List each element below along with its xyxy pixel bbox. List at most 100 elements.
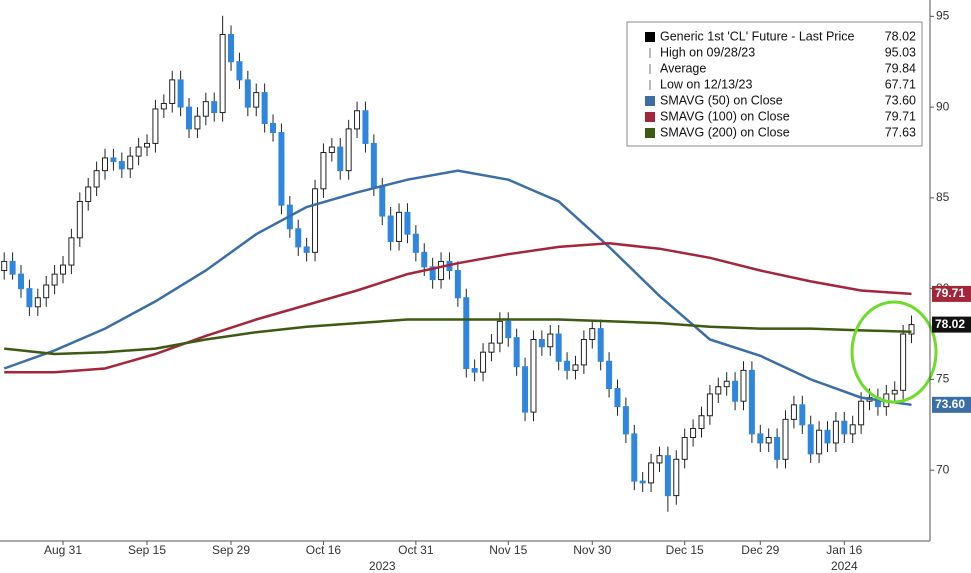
candle-body [690, 427, 697, 439]
x-tick-label: Oct 16 [306, 543, 342, 557]
legend-label: Low on 12/13/23 [660, 77, 752, 91]
y-tick-label: 70 [936, 462, 950, 476]
candle-body [471, 368, 478, 373]
x-tick-label: Nov 30 [573, 543, 611, 557]
candle-body [387, 215, 394, 242]
value-tag-bg [932, 316, 971, 333]
candle-body [43, 284, 50, 299]
candle-body [144, 142, 151, 148]
candle-body [261, 92, 268, 124]
candle-body [370, 142, 377, 188]
candle-body [194, 115, 201, 130]
candle-body [606, 360, 613, 390]
candle-body [664, 455, 671, 497]
x-tick-label: Oct 31 [398, 543, 434, 557]
candle-body [76, 201, 83, 239]
sma-line [4, 242, 912, 374]
candle-body [1, 260, 8, 272]
candle-body [748, 369, 755, 435]
candle-body [564, 360, 571, 371]
candle-body [580, 338, 587, 366]
candle-body [858, 400, 865, 426]
candle-body [295, 228, 302, 248]
candle-body [572, 364, 579, 371]
candle-body [648, 462, 655, 484]
candle-body [715, 386, 722, 395]
candle-body [706, 393, 713, 417]
candle-body [177, 79, 184, 108]
candle-body [26, 288, 33, 308]
candle-body [202, 101, 209, 117]
candle-body [530, 338, 537, 413]
x-tick-label: Nov 15 [489, 543, 527, 557]
candle-body [698, 415, 705, 429]
legend-value: 95.03 [885, 45, 916, 59]
candle-body [320, 151, 327, 190]
candle-body [824, 429, 831, 444]
legend-label: SMAVG (50) on Close [660, 93, 783, 107]
candle-body [538, 338, 545, 348]
value-tag: 79.71 [935, 286, 965, 300]
candle-body [244, 79, 251, 108]
candle-body [496, 320, 503, 344]
legend-label: SMAVG (200) on Close [660, 125, 790, 139]
candle-body [681, 437, 688, 460]
candle-body [505, 320, 512, 339]
candle-body [622, 406, 629, 435]
x-tick-label: Dec 15 [666, 543, 704, 557]
legend-value: 73.60 [885, 93, 916, 107]
candle-body [135, 146, 142, 157]
y-tick-label: 90 [936, 99, 950, 113]
candle-body [278, 132, 285, 206]
candle-body [211, 101, 218, 114]
candle-body [757, 433, 764, 444]
legend-value: 67.71 [885, 77, 916, 91]
candle-body [438, 260, 445, 281]
x-tick-label: Sep 29 [212, 543, 250, 557]
candle-body [849, 424, 856, 435]
candle-body [412, 233, 419, 253]
candle-body [127, 155, 134, 170]
candle-body [404, 211, 411, 235]
candle-body [102, 157, 109, 172]
legend-label: Average [660, 61, 706, 75]
candle-body [597, 328, 604, 362]
candle-body [118, 161, 125, 170]
year-label: 2023 [369, 559, 396, 573]
candle-body [60, 264, 67, 275]
candle-body [421, 251, 428, 268]
candle-body [303, 246, 310, 253]
candle-body [93, 170, 100, 188]
candle-body [169, 79, 176, 104]
candle-body [429, 266, 436, 281]
candle-body [656, 455, 663, 464]
candle-body [807, 424, 814, 455]
candle-body [312, 188, 319, 253]
year-label: 2024 [831, 559, 858, 573]
legend-value: 79.84 [885, 61, 916, 75]
candle-body [236, 61, 243, 81]
candle-body [522, 366, 529, 413]
legend-value: 79.71 [885, 109, 916, 123]
x-tick-label: Jan 16 [826, 543, 862, 557]
candle-body [790, 404, 797, 420]
candle-body [631, 433, 638, 482]
value-tag: 73.60 [935, 397, 965, 411]
candle-body [732, 380, 739, 402]
y-tick-label: 75 [936, 372, 950, 386]
candle-body [152, 108, 159, 144]
candle-body [513, 337, 520, 368]
legend-swatch [645, 96, 655, 106]
value-tag-bg [932, 285, 971, 302]
candle-body [816, 429, 823, 455]
x-tick-label: Aug 31 [44, 543, 82, 557]
candle-body [379, 186, 386, 217]
candle-body [614, 388, 621, 408]
candle-body [547, 333, 554, 348]
candle-body [160, 102, 167, 110]
candle-body [891, 389, 898, 395]
legend-swatch [645, 112, 655, 122]
value-tag: 78.02 [935, 317, 965, 331]
candle-body [555, 333, 562, 362]
